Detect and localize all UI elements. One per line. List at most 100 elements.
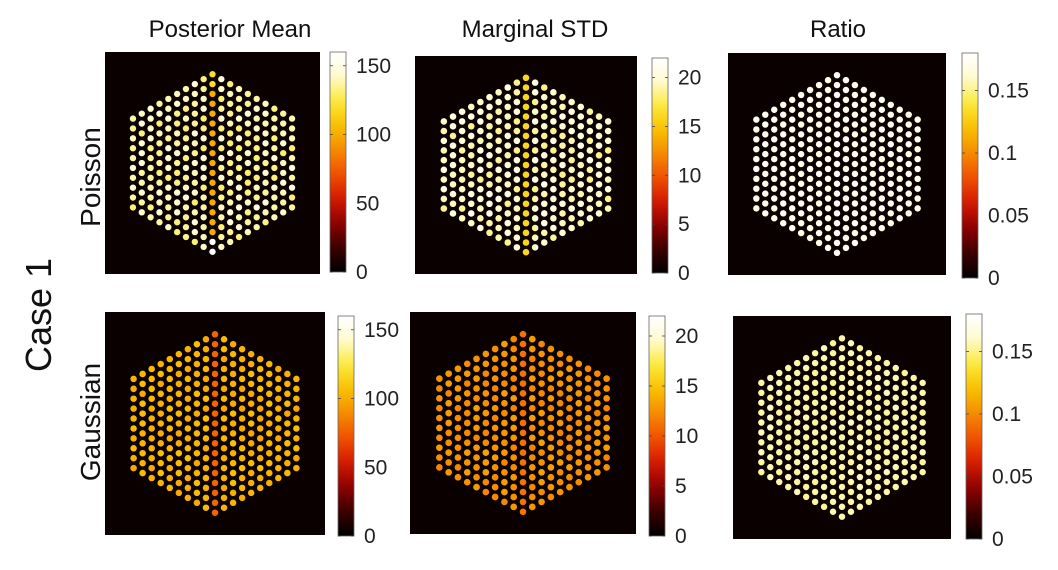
hex-cell xyxy=(901,439,908,446)
hex-cell xyxy=(271,105,278,112)
hex-cell xyxy=(229,449,237,457)
hex-cell xyxy=(209,228,216,236)
hex-cell xyxy=(892,384,900,392)
hex-cell xyxy=(793,478,801,486)
hex-cell xyxy=(604,195,612,203)
hex-cell xyxy=(247,440,255,447)
hex-cell xyxy=(556,449,564,456)
hex-cell xyxy=(495,205,502,212)
hex-cell xyxy=(856,424,864,431)
hex-cell xyxy=(910,394,917,401)
hex-cell xyxy=(182,214,190,221)
hex-cell xyxy=(771,205,778,212)
hex-cell xyxy=(184,405,192,412)
hex-cell xyxy=(595,142,603,149)
hex-cell xyxy=(139,440,146,447)
hex-cell xyxy=(874,434,882,441)
hex-cell xyxy=(531,98,539,106)
hex-cell xyxy=(865,399,873,406)
hex-cell xyxy=(753,185,760,192)
hex-cell xyxy=(568,98,575,106)
hex-cell xyxy=(842,106,850,113)
hex-cell xyxy=(540,200,548,208)
hex-cell xyxy=(193,400,201,407)
hex-cell xyxy=(547,483,555,491)
hex-cell xyxy=(280,149,287,157)
hex-cell xyxy=(247,400,255,407)
hex-cell xyxy=(156,140,163,147)
hex-cell xyxy=(482,439,490,447)
hex-cell xyxy=(919,399,926,406)
hex-cell xyxy=(577,210,585,217)
hex-cell xyxy=(847,439,855,446)
hex-cell xyxy=(486,113,493,120)
hex-cell xyxy=(771,215,778,222)
hex-cell xyxy=(758,458,765,466)
hex-cell xyxy=(833,141,841,148)
hex-cell xyxy=(491,404,499,412)
hex-cell xyxy=(467,132,475,140)
hex-cell xyxy=(284,440,291,447)
hex-cell xyxy=(227,179,234,186)
hex-cell xyxy=(793,379,801,387)
hex-cell xyxy=(802,444,810,451)
hex-cell xyxy=(820,424,828,431)
hex-cell xyxy=(275,474,282,482)
hex-cell xyxy=(218,214,225,221)
colorbar-tick-label: 0.05 xyxy=(992,466,1033,489)
hex-cell xyxy=(473,394,480,402)
hex-cell xyxy=(467,103,475,111)
hex-cell xyxy=(486,190,493,198)
hex-cell xyxy=(531,79,539,86)
hex-cell xyxy=(463,449,471,456)
hex-cell xyxy=(504,219,512,227)
hex-cell xyxy=(788,155,796,163)
hex-cell xyxy=(856,434,864,441)
hex-cell xyxy=(793,429,801,436)
hex-cell xyxy=(604,156,612,164)
hex-cell xyxy=(445,409,453,417)
hex-cell xyxy=(491,444,499,452)
hex-cell xyxy=(869,101,877,109)
hex-cell xyxy=(449,210,457,217)
hex-cell xyxy=(491,345,499,353)
hex-cell xyxy=(892,404,900,411)
hex-cell xyxy=(593,399,601,407)
hex-cell xyxy=(513,234,521,241)
hex-cell xyxy=(847,429,855,436)
hex-cell xyxy=(229,350,237,358)
hex-cell xyxy=(833,170,841,178)
hex-cell xyxy=(211,420,219,427)
hex-cell xyxy=(829,369,837,377)
hex-cell xyxy=(191,219,199,226)
hex-cell xyxy=(495,137,502,145)
hex-cell xyxy=(847,449,855,456)
hex-cell xyxy=(568,108,575,115)
hex-cell xyxy=(147,164,154,172)
hex-cell xyxy=(256,435,264,442)
hex-cell xyxy=(811,419,819,426)
hex-cell xyxy=(139,459,146,467)
hex-cell xyxy=(820,384,828,392)
hex-cell xyxy=(148,415,155,422)
hex-cell xyxy=(504,229,512,237)
hex-cell xyxy=(220,474,228,482)
hex-cell xyxy=(202,454,210,462)
hex-cell xyxy=(785,384,792,392)
hex-cell xyxy=(284,420,291,427)
hex-cell xyxy=(266,440,273,447)
hex-cell xyxy=(878,96,886,104)
hex-cell xyxy=(776,369,783,377)
hex-cell xyxy=(175,370,183,378)
hex-cell xyxy=(275,365,282,373)
hex-cell xyxy=(436,444,443,452)
hex-cell xyxy=(528,424,536,432)
hex-cell xyxy=(785,483,792,491)
hex-cell xyxy=(788,136,796,143)
hex-cell xyxy=(244,199,252,206)
hex-cell xyxy=(851,91,859,99)
hex-cell xyxy=(806,126,814,133)
hex-cell xyxy=(806,96,814,104)
hex-cell xyxy=(182,154,190,162)
hex-cell xyxy=(501,419,508,427)
